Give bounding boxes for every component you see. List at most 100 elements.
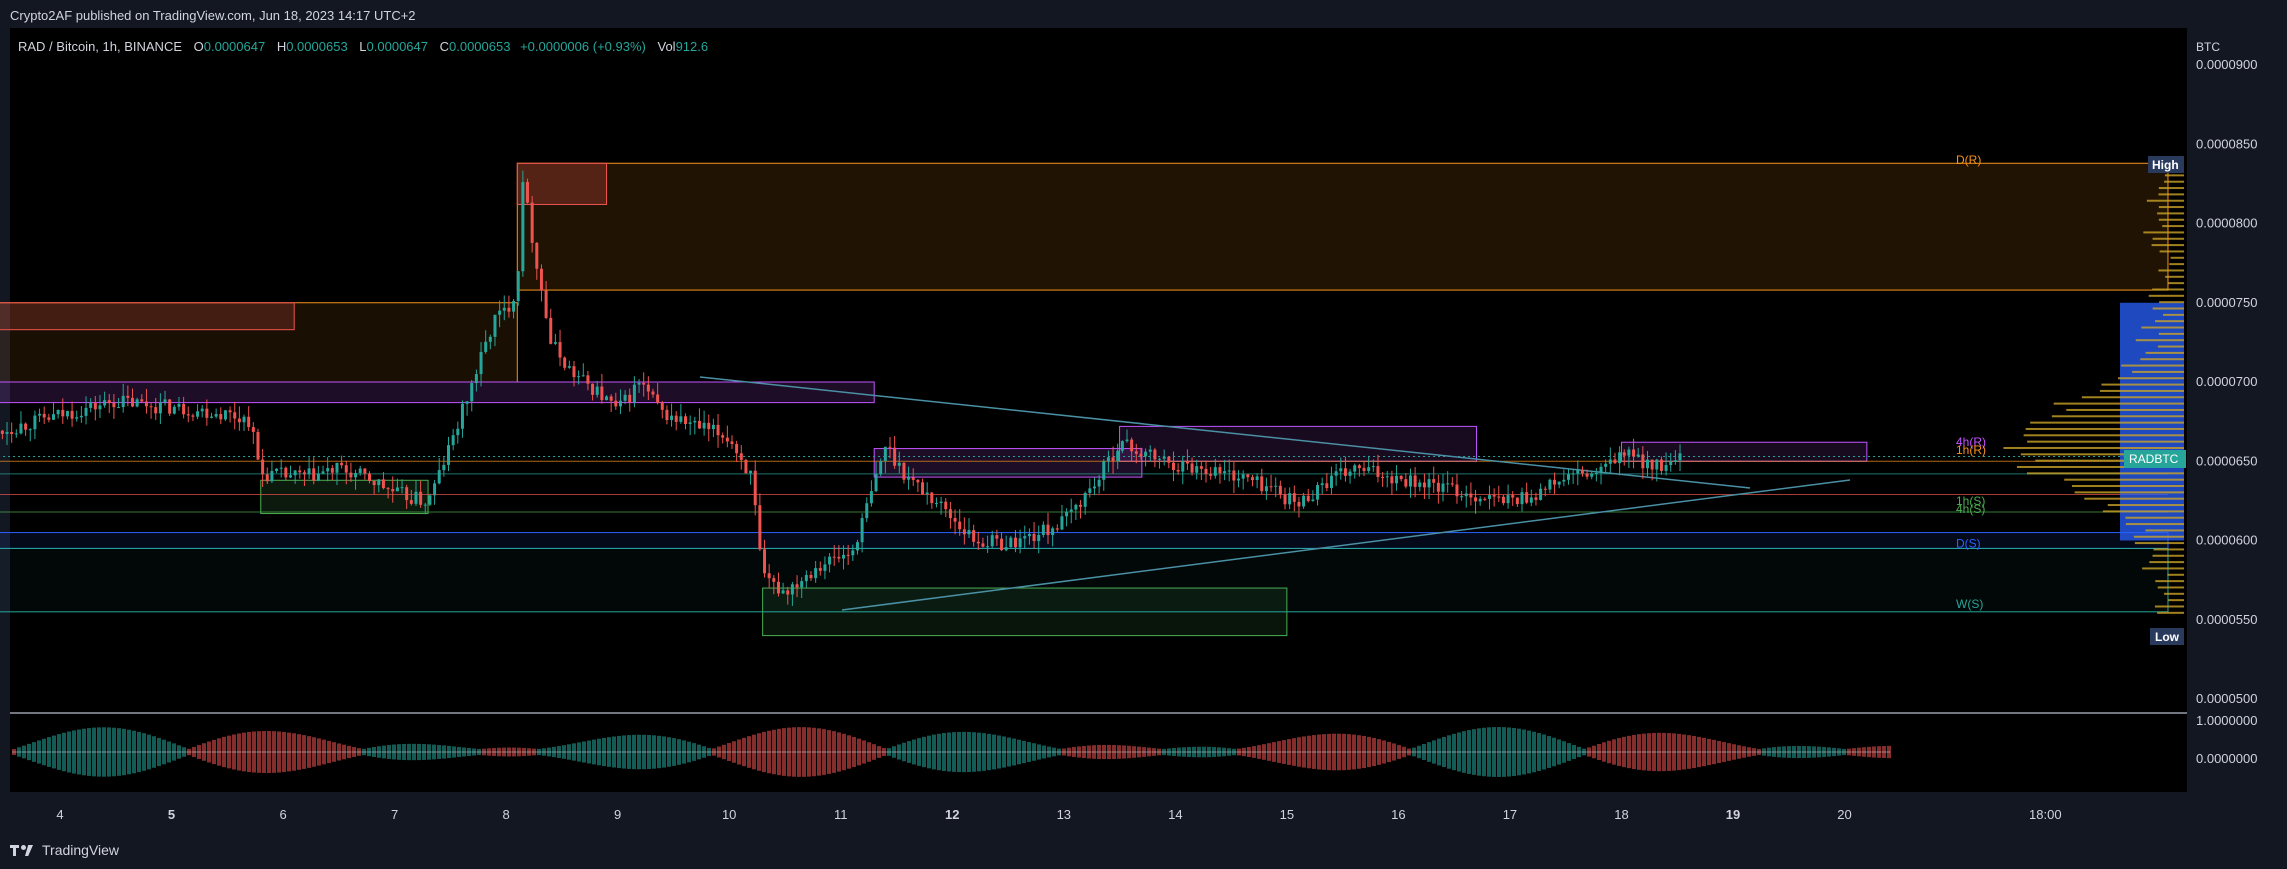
candle-body [205, 408, 209, 418]
high-label: H [276, 39, 287, 54]
candle-body [1283, 494, 1287, 505]
candle-body [237, 418, 241, 423]
candle-body [516, 271, 520, 302]
y-tick-6: 0.0000800 [2196, 216, 2257, 231]
profile-bar [2125, 516, 2184, 519]
candle-body [28, 429, 32, 431]
candle-body [1390, 476, 1394, 484]
candle-body [860, 518, 864, 543]
candle-body [581, 375, 585, 377]
candle-body [1106, 457, 1110, 462]
candle-body [767, 573, 771, 579]
candle-body [725, 437, 729, 442]
candle-body [261, 459, 265, 475]
candle-body [1209, 474, 1213, 476]
candle-body [1525, 492, 1529, 503]
level-label-3: 1h(S) [1956, 494, 1985, 508]
candle-body [818, 568, 822, 571]
candle-body [1436, 482, 1440, 492]
profile-bar [2162, 225, 2184, 228]
candle-body [1343, 468, 1347, 476]
candle-body [1176, 470, 1180, 472]
close-label: C [439, 39, 449, 54]
low-tag: Low [2150, 628, 2184, 645]
candle-body [1065, 511, 1069, 517]
x-tick-11: 15 [1280, 807, 1294, 822]
candle-body [344, 465, 348, 473]
candle-body [1292, 493, 1296, 502]
candle-body [944, 501, 948, 510]
profile-bar [2145, 529, 2184, 532]
candle-body [65, 410, 69, 417]
candle-body [1506, 495, 1510, 504]
candle-body [907, 477, 911, 480]
candle-body [177, 403, 181, 407]
candle-body [939, 501, 943, 504]
profile-bar [2157, 345, 2184, 348]
zone [0, 532, 2169, 549]
candle-body [1469, 493, 1473, 498]
candle-body [10, 431, 14, 434]
zone [516, 162, 2169, 291]
candle-body [618, 400, 622, 407]
open-label: O [193, 39, 204, 54]
x-tick-7: 11 [834, 807, 848, 822]
candle-body [609, 396, 613, 401]
candle-body [1139, 453, 1143, 457]
candle-body [1264, 486, 1268, 492]
candle-body [433, 483, 437, 496]
x-tick-10: 14 [1168, 807, 1182, 822]
candle-body [1478, 498, 1482, 502]
candle-body [456, 428, 460, 436]
y-tick-2: 0.0000600 [2196, 533, 2257, 548]
candle-body [916, 479, 920, 483]
candle-body [1320, 483, 1324, 486]
profile-bar [2035, 459, 2184, 462]
candle-body [442, 464, 446, 471]
candle-body [1130, 439, 1134, 452]
profile-bar [2151, 244, 2184, 247]
candle-body [697, 420, 701, 429]
candle-body [925, 492, 929, 495]
profile-bar [2099, 389, 2184, 392]
candle-body [1613, 459, 1617, 464]
candle-body [1004, 547, 1008, 551]
candle-body [790, 584, 794, 595]
sr-zones [0, 162, 2187, 637]
candle-body [684, 416, 688, 424]
candle-body [47, 417, 51, 420]
symbol-name[interactable]: RAD / Bitcoin, 1h, BINANCE [18, 39, 182, 54]
candle-body [958, 521, 962, 530]
level-label-4: 4h(S) [1956, 502, 1985, 516]
candle-body [1376, 466, 1380, 477]
candle-body [934, 503, 938, 505]
x-tick-17: 18:00 [2029, 807, 2062, 822]
candle-body [921, 482, 925, 495]
y-tick-1: 0.0000550 [2196, 612, 2257, 627]
x-tick-6: 10 [722, 807, 736, 822]
candle-body [1580, 470, 1584, 474]
candle-body [349, 472, 353, 478]
candle-body [0, 430, 4, 434]
candle-body [1529, 497, 1533, 503]
candle-body [902, 462, 906, 480]
candle-body [967, 530, 971, 535]
candle-body [140, 399, 144, 402]
x-axis: 4 5 6 7 8 9 10 11 12 13 14 15 16 17 18 19 20 18:00 [56, 807, 2061, 822]
candle-body [911, 477, 915, 480]
candle-body [1520, 492, 1524, 505]
profile-bar [2163, 313, 2184, 316]
candle-body [623, 394, 627, 401]
candle-body [837, 556, 841, 559]
candle-body [539, 268, 543, 291]
profile-bar [2148, 294, 2184, 297]
candle-body [312, 468, 316, 481]
candle-body [1367, 467, 1371, 471]
candle-body [763, 549, 767, 574]
profile-bar [2143, 231, 2184, 234]
candle-body [1241, 474, 1245, 479]
candle-body [591, 383, 595, 395]
footer[interactable]: TradingView [10, 842, 119, 858]
candle-body [1125, 439, 1129, 442]
